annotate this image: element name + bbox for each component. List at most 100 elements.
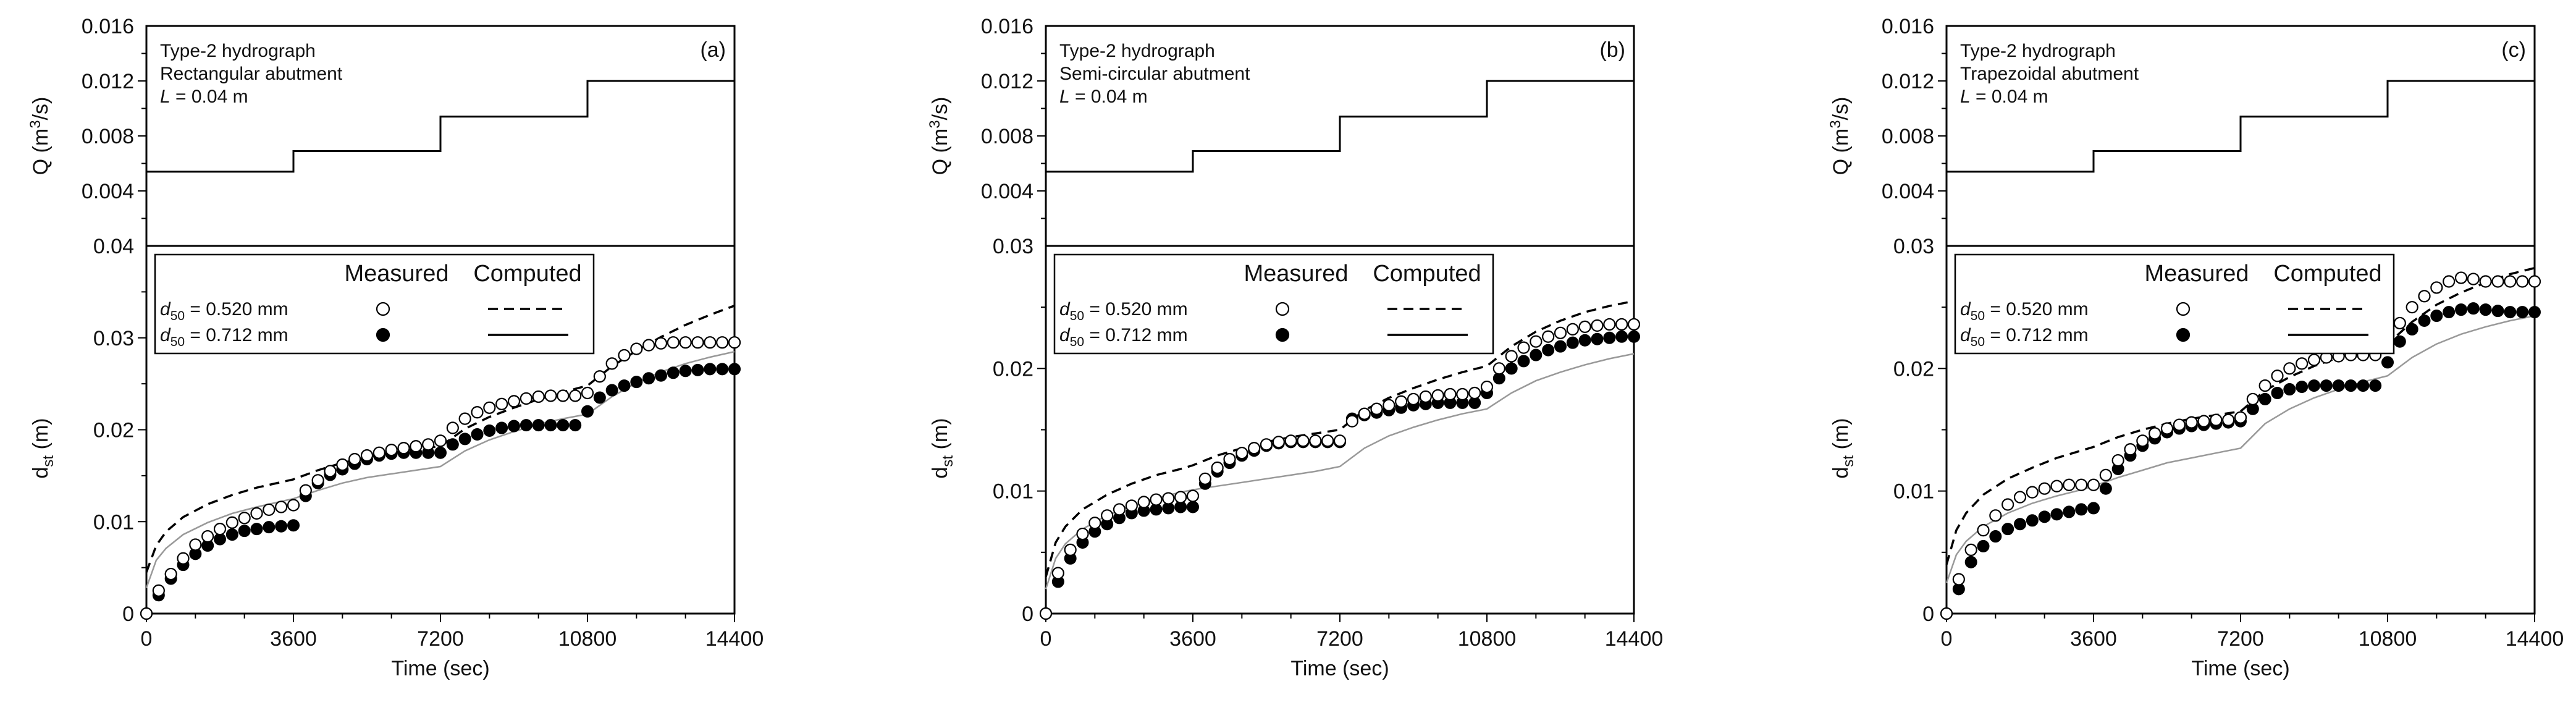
measured-point-d50-0712 — [2014, 518, 2026, 531]
measured-point-d50-0520 — [1064, 543, 1077, 556]
measured-point-d50-0520 — [2258, 379, 2271, 392]
hydrograph-line — [1947, 80, 2535, 173]
measured-point-d50-0712 — [716, 363, 729, 376]
measured-point-d50-0520 — [2185, 416, 2198, 429]
measured-point-d50-0712 — [2369, 379, 2382, 392]
measured-point-d50-0520 — [2479, 275, 2492, 288]
legend-marker — [376, 327, 390, 342]
measured-point-d50-0520 — [2418, 290, 2431, 303]
measured-point-d50-0520 — [679, 336, 692, 349]
measured-point-d50-0520 — [2246, 392, 2259, 406]
measured-point-d50-0712 — [2430, 310, 2443, 323]
measured-point-d50-0520 — [446, 421, 459, 434]
measured-point-d50-0520 — [1419, 390, 1432, 403]
measured-point-d50-0520 — [410, 440, 423, 453]
measured-point-d50-0520 — [593, 370, 606, 383]
measured-point-d50-0712 — [2393, 335, 2406, 348]
x-axis-label: Time (sec) — [1290, 657, 1389, 680]
measured-point-d50-0712 — [2050, 508, 2063, 521]
y-tick-label: 0.008 — [981, 125, 1033, 148]
measured-point-d50-0712 — [2320, 379, 2333, 392]
measured-point-d50-0520 — [2001, 498, 2014, 511]
measured-point-d50-0520 — [1113, 503, 1126, 516]
measured-point-d50-0520 — [2111, 454, 2124, 467]
measured-point-d50-0520 — [348, 452, 361, 466]
measured-point-d50-0520 — [2038, 482, 2051, 495]
measured-point-d50-0520 — [2307, 353, 2321, 366]
measured-point-d50-0520 — [1333, 434, 1347, 447]
measured-point-d50-0520 — [2026, 486, 2039, 499]
measured-point-d50-0520 — [691, 336, 704, 349]
legend-marker — [2176, 327, 2191, 342]
measured-point-d50-0520 — [2013, 491, 2027, 504]
measured-point-d50-0520 — [140, 607, 153, 620]
measured-point-d50-0712 — [655, 369, 667, 382]
measured-point-d50-0520 — [201, 530, 214, 543]
measured-point-d50-0520 — [1964, 543, 1977, 556]
measured-point-d50-0520 — [360, 449, 374, 462]
measured-point-d50-0712 — [1517, 355, 1530, 368]
annotation-length: L = 0.04 m — [1960, 87, 2048, 107]
measured-point-d50-0712 — [2418, 314, 2431, 327]
annotation-hydrograph: Type-2 hydrograph — [1960, 41, 2116, 61]
x-tick-label: 10800 — [558, 627, 617, 651]
x-tick-label: 14400 — [705, 627, 764, 651]
measured-point-d50-0520 — [2160, 422, 2174, 435]
measured-point-d50-0712 — [238, 525, 251, 538]
measured-point-d50-0520 — [532, 390, 545, 403]
measured-point-d50-0520 — [2075, 478, 2088, 491]
measured-point-d50-0712 — [2001, 523, 2014, 536]
measured-point-d50-0712 — [618, 379, 631, 392]
measured-point-d50-0712 — [1566, 336, 1579, 349]
measured-point-d50-0520 — [373, 446, 385, 459]
measured-point-d50-0712 — [1628, 330, 1640, 343]
y-tick-label: 0.04 — [93, 235, 134, 258]
measured-point-d50-0520 — [507, 395, 521, 408]
measured-point-d50-0520 — [1505, 350, 1518, 363]
measured-point-d50-0520 — [1370, 402, 1383, 415]
measured-point-d50-0520 — [2516, 275, 2529, 288]
measured-point-d50-0520 — [2197, 415, 2210, 428]
x-axis-label: Time (sec) — [2191, 657, 2289, 680]
measured-point-d50-0520 — [520, 392, 532, 405]
panel-a: 0.004 0.008 0.012 0.016 Q (m3/s) Type-2 hydro… — [27, 15, 764, 680]
measured-point-d50-0520 — [1554, 326, 1567, 339]
x-tick-label: 14400 — [2506, 627, 2564, 651]
y-tick-label: 0 — [122, 602, 134, 626]
measured-point-d50-0520 — [1989, 509, 2002, 522]
measured-point-d50-0520 — [1137, 496, 1150, 509]
measured-point-d50-0712 — [483, 424, 496, 437]
y-tick-label: 0.004 — [1882, 180, 1934, 203]
legend-header-computed: Computed — [1373, 261, 1481, 287]
x-tick-label: 3600 — [1169, 627, 1216, 651]
measured-point-d50-0520 — [2393, 316, 2406, 330]
measured-point-d50-0520 — [2504, 275, 2517, 288]
measured-point-d50-0520 — [1198, 472, 1211, 485]
measured-point-d50-0520 — [2063, 478, 2076, 491]
legend-entry-label: d50 = 0.520 mm — [1960, 299, 2089, 323]
y-tick-label: 0.01 — [993, 480, 1033, 504]
measured-point-d50-0520 — [1940, 607, 1953, 620]
y-tick-label: 0.016 — [981, 15, 1033, 38]
y-tick-label: 0.03 — [93, 327, 134, 350]
measured-point-d50-0520 — [1530, 335, 1543, 348]
annotation-abutment: Trapezoidal abutment — [1960, 64, 2139, 84]
annotation-length: L = 0.04 m — [160, 87, 248, 107]
measured-point-d50-0520 — [385, 444, 398, 457]
measured-point-d50-0520 — [1395, 395, 1408, 408]
measured-point-d50-0712 — [679, 365, 692, 378]
measured-point-d50-0712 — [1578, 334, 1591, 347]
measured-point-d50-0520 — [728, 336, 741, 349]
y-tick-label: 0 — [1922, 602, 1934, 626]
measured-point-d50-0520 — [1039, 607, 1053, 620]
measured-point-d50-0520 — [189, 538, 202, 551]
measured-point-d50-0520 — [1260, 438, 1273, 451]
measured-point-d50-0520 — [2136, 434, 2149, 447]
measured-point-d50-0712 — [2357, 379, 2370, 392]
top-y-axis-label: Q (m3/s) — [1827, 97, 1853, 175]
measured-point-d50-0712 — [2038, 510, 2051, 523]
measured-point-d50-0712 — [1505, 362, 1518, 375]
y-tick-label: 0.016 — [82, 15, 134, 38]
computed-line-d50-0712 — [145, 350, 735, 588]
